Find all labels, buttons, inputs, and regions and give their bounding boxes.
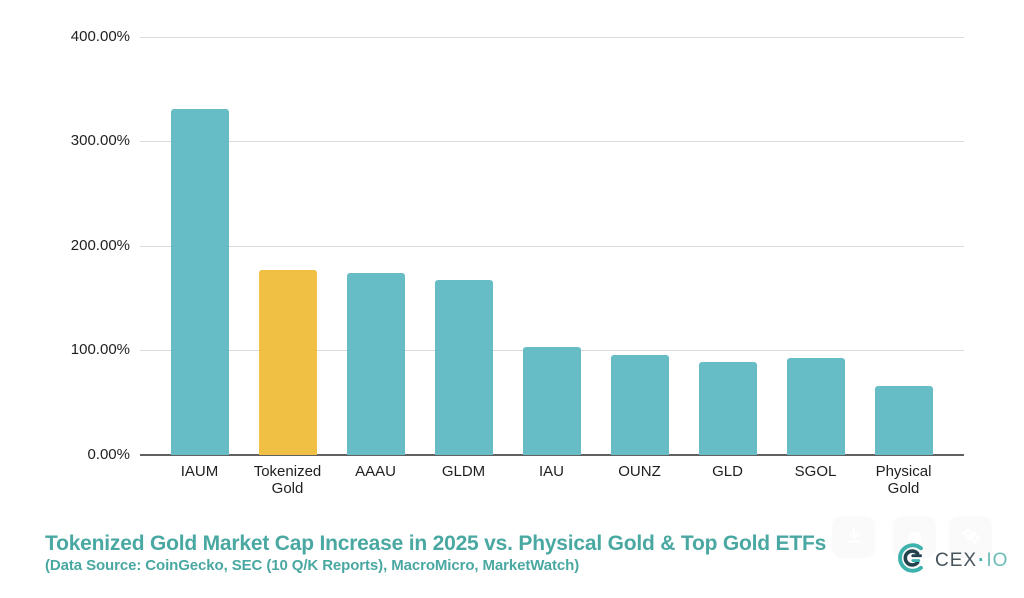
bar-ounz (610, 355, 669, 455)
logo-text-primary: CEX (935, 549, 978, 571)
chart-title: Tokenized Gold Market Cap Increase in 20… (45, 532, 827, 555)
gridline (140, 36, 964, 38)
gear-icon (960, 525, 982, 550)
download-icon (843, 525, 865, 550)
x-axis-tick-label: SGOL (794, 463, 837, 480)
x-axis-tick-label: AAAU (355, 463, 396, 480)
cexio-logo-mark-icon (895, 541, 929, 580)
bar-iau (522, 346, 581, 455)
bar-aaau (346, 272, 405, 455)
x-axis-tick-label: GLDM (441, 463, 486, 480)
logo-text-separator: · (978, 549, 986, 571)
cexio-logo-text: CEX · IO (935, 550, 1008, 572)
bar-tokenized-gold (258, 270, 317, 455)
bar-physical-gold (874, 385, 933, 455)
y-axis-tick-label: 100.00% (70, 341, 130, 359)
fingerprint-icon (904, 525, 926, 550)
x-axis-tick-label: Tokenized Gold (253, 463, 322, 497)
x-axis-tick-label: GLD (712, 463, 743, 480)
y-axis-tick-label: 0.00% (87, 446, 130, 463)
x-axis-tick-label: IAUM (180, 463, 219, 480)
settings-button[interactable] (949, 516, 992, 558)
logo-text-secondary: IO (986, 549, 1009, 571)
x-axis-tick-label: IAU (538, 463, 564, 480)
y-axis-tick-label: 300.00% (70, 132, 130, 150)
bar-gld (698, 362, 757, 455)
gridline (140, 245, 964, 247)
gridline (140, 141, 964, 143)
bar-iaum (170, 108, 229, 455)
download-button[interactable] (832, 516, 875, 558)
bar-gldm (434, 280, 493, 455)
x-axis-tick-label: Physical Gold (875, 463, 932, 497)
chart-subtitle: (Data Source: CoinGecko, SEC (10 Q/K Rep… (45, 557, 580, 574)
y-axis-tick-label: 200.00% (70, 236, 130, 254)
cexio-logo: CEX · IO (895, 541, 1008, 580)
bar-sgol (786, 358, 845, 455)
x-axis-line (140, 454, 964, 456)
x-axis-tick-label: OUNZ (618, 463, 661, 480)
y-axis-tick-label: 400.00% (70, 27, 130, 45)
